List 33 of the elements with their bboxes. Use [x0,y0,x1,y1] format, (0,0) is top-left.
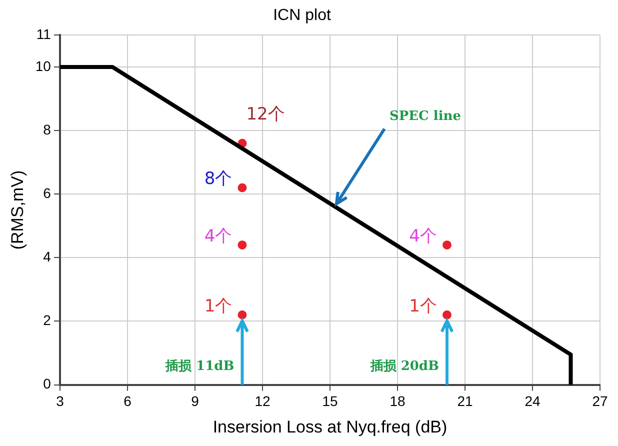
annotation: 12个 [246,104,285,125]
point [238,310,247,320]
y-tick-label: 0 [43,376,52,392]
y-tick-label: 4 [43,248,52,265]
y-tick-label: 11 [36,26,52,42]
point [442,310,452,320]
x-tick-label: 15 [322,393,338,410]
annotation: 1个 [204,296,232,316]
y-tick-label: 6 [43,184,52,201]
annotation: 4个 [409,226,437,246]
point [238,240,247,250]
x-axis-title: Insersion Loss at Nyq.freq (dB) [212,417,448,436]
y-tick-label: 10 [35,58,52,74]
x-tick-label: 9 [191,393,200,410]
annotation: 插损 11dB [164,359,234,374]
chart-title: ICN plot [273,7,332,24]
x-tick-label: 3 [56,393,64,410]
x-tick-label: 24 [524,393,540,410]
x-tick-label: 18 [390,393,406,410]
x-tick-label: 12 [254,393,270,410]
annotation: 1个 [409,296,437,316]
annotation: 插损 20dB [369,359,439,374]
annotation: 4个 [204,226,232,246]
x-tick-label: 27 [592,393,608,410]
y-axis-title: (RMS,mV) [8,170,27,250]
y-tick-label: 2 [43,312,52,328]
y-tick-label: 8 [43,121,52,138]
x-tick-label: 6 [124,393,132,410]
x-tick-label: 21 [457,393,473,410]
annotation: SPEC line [389,109,462,124]
point [238,183,247,192]
annotation: 8个 [204,169,232,190]
point [442,240,452,250]
